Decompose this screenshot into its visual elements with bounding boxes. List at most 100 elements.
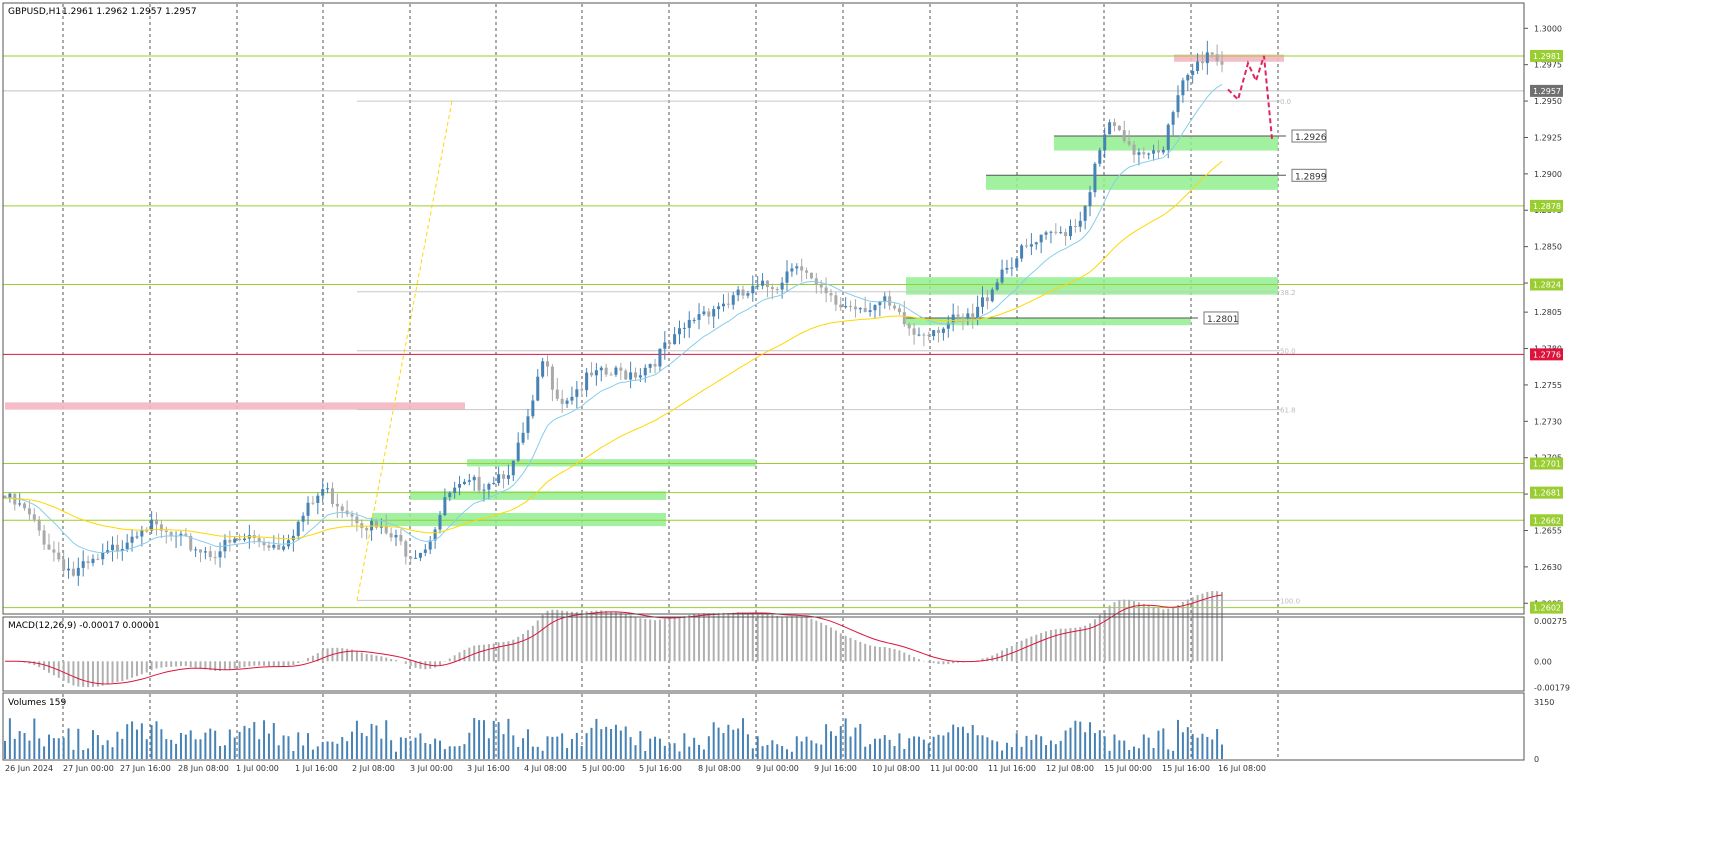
candle-body	[756, 285, 760, 287]
candle-body	[648, 364, 652, 368]
candle-body	[981, 297, 985, 307]
volume-panel: 3150 0	[4, 698, 1554, 764]
fib-level-label: 0.0	[1280, 98, 1291, 106]
candle-body	[355, 516, 359, 524]
candle-body	[291, 535, 295, 541]
candle-body	[106, 550, 110, 553]
moving-averages	[4, 83, 1223, 554]
candle-body	[619, 367, 623, 371]
candle-body	[775, 289, 779, 291]
candle-body	[1161, 149, 1165, 153]
candle-body	[902, 312, 906, 325]
macd-tick-label: -0.00179	[1534, 683, 1570, 692]
resistance-zone	[1174, 54, 1284, 62]
candle-body	[516, 442, 520, 461]
time-label: 8 Jul 08:00	[698, 764, 741, 773]
candle-body	[91, 558, 95, 564]
candle-body	[462, 481, 466, 485]
axes: 1.30001.29751.29501.29251.29001.28751.28…	[5, 24, 1563, 773]
candle-body	[995, 282, 999, 290]
symbol-label: GBPUSD,H1	[8, 7, 61, 17]
candle-body	[985, 297, 989, 302]
candle-body	[81, 561, 85, 568]
ema-fast-line	[4, 83, 1223, 554]
time-label: 27 Jun 00:00	[63, 764, 114, 773]
candle-body	[570, 396, 574, 401]
candle-body	[1152, 150, 1156, 154]
time-label: 1 Jul 16:00	[295, 764, 338, 773]
candle-body	[1220, 61, 1224, 65]
candle-body	[961, 316, 965, 319]
candle-body	[384, 525, 388, 534]
candle-body	[629, 372, 633, 380]
time-label: 15 Jul 16:00	[1162, 764, 1210, 773]
candle-body	[1034, 242, 1038, 245]
candle-body	[233, 538, 237, 543]
candle-body	[585, 372, 589, 391]
candle-body	[23, 503, 27, 509]
fib-level-label: 50.0	[1280, 348, 1296, 356]
candle-body	[1044, 232, 1048, 235]
candle-body	[497, 474, 501, 484]
candle-body	[18, 503, 22, 505]
time-label: 11 Jul 00:00	[930, 764, 978, 773]
level-tag-label: 1.2681	[1533, 489, 1561, 498]
candle-body	[37, 519, 41, 531]
candle-body	[1103, 134, 1107, 151]
price-tick-label: 1.2730	[1534, 417, 1562, 426]
level-tag-label: 1.2776	[1533, 350, 1561, 359]
candle-body	[111, 544, 115, 551]
candle-body	[765, 280, 769, 288]
macd-tick-label: 0.00	[1534, 657, 1552, 666]
candles	[3, 40, 1224, 586]
candle-body	[365, 528, 369, 531]
zones	[5, 54, 1284, 527]
candle-body	[560, 398, 564, 404]
candle-body	[1196, 61, 1200, 71]
candle-body	[448, 492, 452, 498]
level-tag	[1530, 601, 1563, 614]
candle-body	[374, 520, 378, 528]
candle-body	[912, 328, 916, 335]
candle-body	[731, 295, 735, 305]
candle-body	[1112, 122, 1116, 126]
time-label: 10 Jul 08:00	[872, 764, 920, 773]
candle-body	[164, 530, 168, 533]
candle-body	[868, 310, 872, 313]
candle-body	[86, 561, 90, 564]
candle-body	[47, 544, 51, 550]
candle-body	[311, 502, 315, 504]
price-tick-label: 1.2655	[1534, 526, 1562, 535]
level-tag-label: 1.2981	[1533, 52, 1561, 61]
candle-body	[692, 319, 696, 321]
time-label: 9 Jul 16:00	[814, 764, 857, 773]
level-tag	[1530, 278, 1563, 291]
candle-body	[169, 532, 173, 537]
candle-body	[159, 524, 163, 531]
candle-body	[633, 372, 637, 378]
candle-body	[790, 268, 794, 272]
candle-body	[1176, 95, 1180, 113]
level-tag-label: 1.2878	[1533, 202, 1561, 211]
time-label: 5 Jul 16:00	[639, 764, 682, 773]
candle-body	[844, 306, 848, 308]
candle-body	[238, 538, 242, 541]
macd-panel-frame	[2, 616, 1525, 692]
candle-body	[194, 549, 198, 551]
candle-body	[262, 541, 266, 546]
candle-body	[663, 342, 667, 349]
time-label: 27 Jun 16:00	[120, 764, 171, 773]
candle-body	[487, 483, 491, 490]
box-level-tag	[1291, 129, 1327, 143]
candle-body	[296, 521, 300, 536]
candle-body	[609, 374, 613, 376]
candle-body	[418, 552, 422, 558]
candle-body	[638, 375, 642, 378]
price-tick-label: 1.2755	[1534, 381, 1562, 390]
ohlc-label: 1.2961 1.2962 1.2957 1.2957	[62, 7, 197, 17]
candle-body	[521, 432, 525, 443]
candle-body	[155, 519, 159, 525]
candle-body	[1171, 112, 1175, 125]
